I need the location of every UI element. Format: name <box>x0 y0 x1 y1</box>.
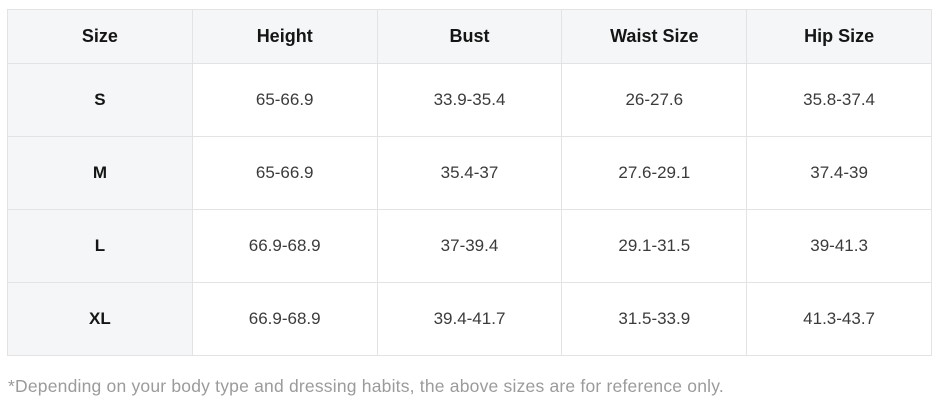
bust-cell: 37-39.4 <box>376 209 563 283</box>
waist-cell: 27.6-29.1 <box>561 136 748 210</box>
table-row-s: S 65-66.9 33.9-35.4 26-27.6 35.8-37.4 <box>7 63 932 137</box>
height-cell: 66.9-68.9 <box>191 209 378 283</box>
footnote: *Depending on your body type and dressin… <box>8 376 724 396</box>
height-cell: 66.9-68.9 <box>191 282 378 356</box>
hip-cell: 39-41.3 <box>746 209 932 283</box>
height-cell: 65-66.9 <box>191 63 378 137</box>
table-row-xl: XL 66.9-68.9 39.4-41.7 31.5-33.9 41.3-43… <box>7 282 932 356</box>
size-chart-table: Size Height Bust Waist Size Hip Size S 6… <box>7 9 932 356</box>
size-label-cell: XL <box>7 282 193 356</box>
column-header-height: Height <box>191 9 378 64</box>
waist-cell: 29.1-31.5 <box>561 209 748 283</box>
bust-cell: 39.4-41.7 <box>376 282 563 356</box>
bust-cell: 33.9-35.4 <box>376 63 563 137</box>
size-label-cell: M <box>7 136 193 210</box>
table-row-l: L 66.9-68.9 37-39.4 29.1-31.5 39-41.3 <box>7 209 932 283</box>
column-header-waist: Waist Size <box>561 9 748 64</box>
hip-cell: 41.3-43.7 <box>746 282 932 356</box>
column-header-size: Size <box>7 9 193 64</box>
table-row-m: M 65-66.9 35.4-37 27.6-29.1 37.4-39 <box>7 136 932 210</box>
height-cell: 65-66.9 <box>191 136 378 210</box>
column-header-bust: Bust <box>376 9 563 64</box>
hip-cell: 37.4-39 <box>746 136 932 210</box>
waist-cell: 31.5-33.9 <box>561 282 748 356</box>
waist-cell: 26-27.6 <box>561 63 748 137</box>
header-row: Size Height Bust Waist Size Hip Size <box>7 9 932 64</box>
column-header-hip: Hip Size <box>746 9 932 64</box>
bust-cell: 35.4-37 <box>376 136 563 210</box>
size-label-cell: S <box>7 63 193 137</box>
hip-cell: 35.8-37.4 <box>746 63 932 137</box>
size-label-cell: L <box>7 209 193 283</box>
